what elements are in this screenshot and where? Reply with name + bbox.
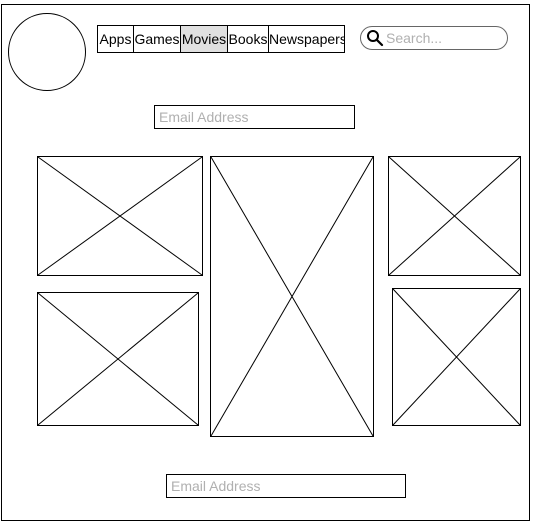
tab-books[interactable]: Books [228,26,269,52]
image-placeholder-icon [38,157,202,275]
tab-games[interactable]: Games [134,26,181,52]
search-input[interactable] [386,28,501,48]
image-placeholder-icon [38,293,198,425]
email-field-top[interactable] [154,105,355,129]
image-placeholder-icon [389,157,520,275]
image-placeholder-icon [211,157,373,436]
image-placeholder-top-right [388,156,521,276]
email-field-bottom[interactable] [166,474,406,498]
image-placeholder-icon [393,289,520,425]
image-placeholder-top-left [37,156,203,276]
search-box[interactable] [360,26,508,50]
tab-apps[interactable]: Apps [98,26,134,52]
tab-newspapers[interactable]: Newspapers [269,31,344,47]
search-icon [367,30,384,47]
tab-movies[interactable]: Movies [181,26,228,52]
page-frame: Apps Games Movies Books Newspapers [1,4,530,521]
logo-circle[interactable] [8,13,86,91]
image-placeholder-bottom-left [37,292,199,426]
image-placeholder-bottom-right [392,288,521,426]
image-placeholder-center-tall [210,156,374,437]
category-tab-bar: Apps Games Movies Books Newspapers [97,25,345,53]
